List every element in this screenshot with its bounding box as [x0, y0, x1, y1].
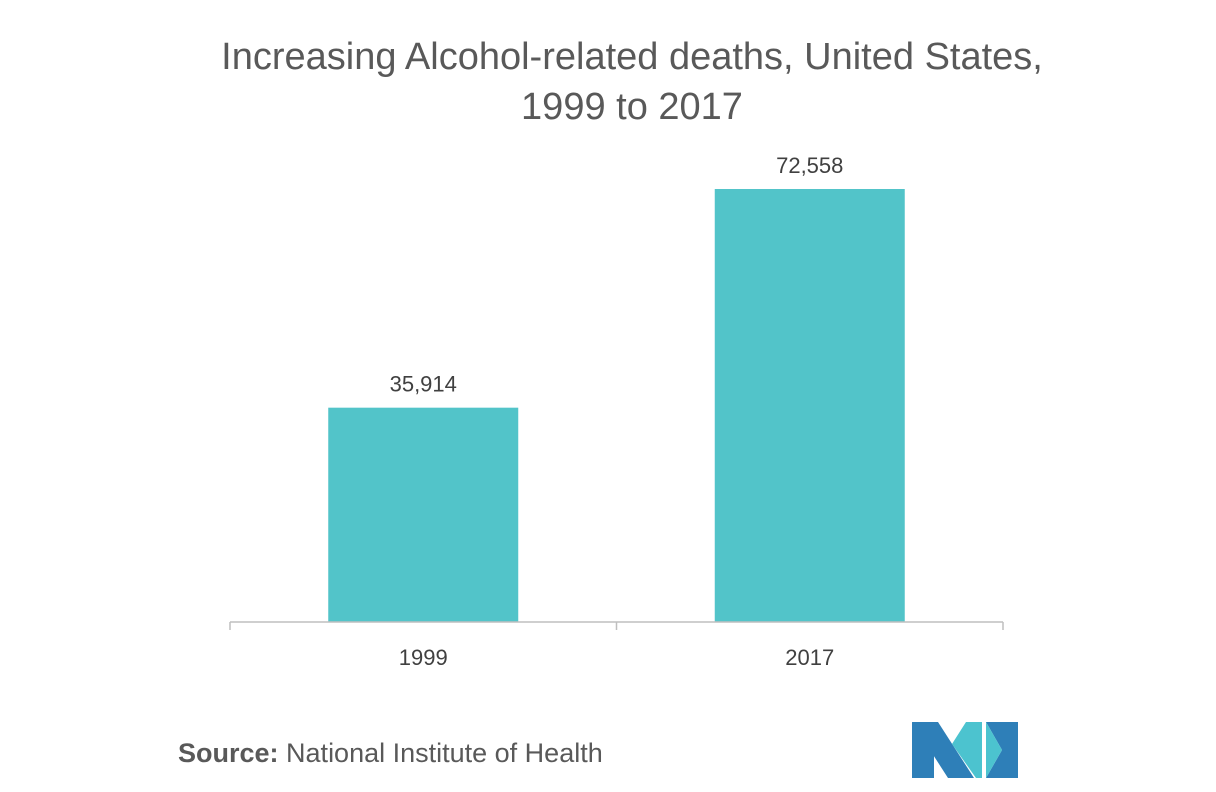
- x-axis: [229, 621, 1004, 630]
- logo-shape-middle: [912, 722, 974, 778]
- logo-shape-left: [912, 722, 934, 778]
- logo-shape-right-accent: [986, 722, 1002, 778]
- source-note: Source: National Institute of Health: [178, 738, 603, 769]
- company-logo: [912, 722, 1018, 778]
- bar-1999: [328, 407, 519, 622]
- labels-layer: 35,914 1999 72,558 2017: [390, 153, 844, 670]
- chart-title-line-2: 1999 to 2017: [521, 86, 743, 128]
- data-label-2017: 72,558: [776, 153, 843, 178]
- bar-chart: 35,914 1999 72,558 2017: [229, 153, 1004, 670]
- source-label: Source:: [178, 738, 279, 768]
- data-label-1999: 35,914: [390, 372, 457, 397]
- x-tick-label-1999: 1999: [399, 645, 448, 670]
- bar-2017: [714, 189, 905, 622]
- x-tick-label-2017: 2017: [785, 645, 834, 670]
- bars-layer: [328, 189, 905, 622]
- chart-title: Increasing Alcohol-related deaths, Unite…: [0, 32, 1216, 132]
- chart-title-line-1: Increasing Alcohol-related deaths, Unite…: [221, 36, 1043, 78]
- logo-shape-center: [952, 722, 982, 778]
- source-text: National Institute of Health: [286, 738, 603, 768]
